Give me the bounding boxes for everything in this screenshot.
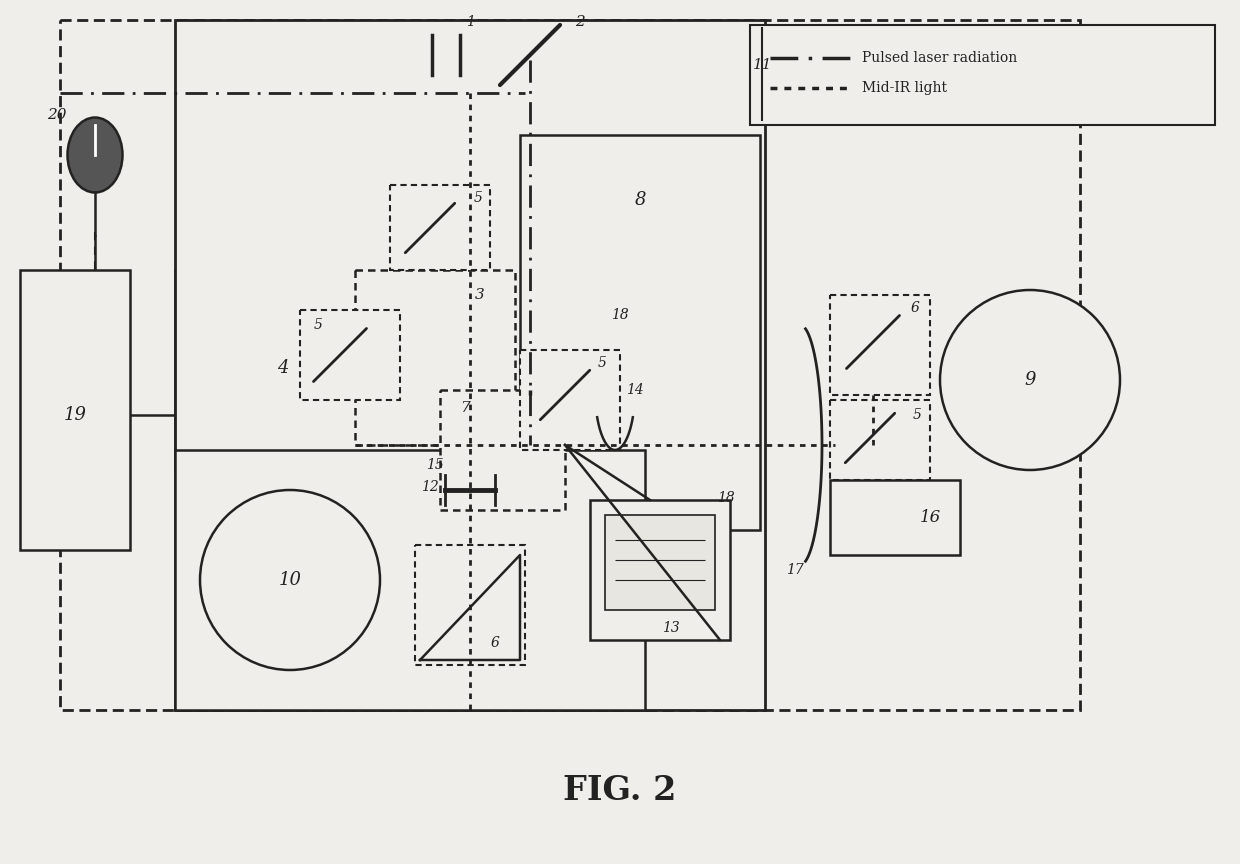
Text: 5: 5 — [474, 191, 482, 205]
Text: 5: 5 — [598, 356, 606, 370]
Text: 14: 14 — [626, 383, 644, 397]
Bar — [830, 400, 930, 480]
Bar — [60, 20, 1080, 710]
Bar — [830, 480, 960, 555]
Text: 4: 4 — [278, 359, 289, 377]
Text: Mid-IR light: Mid-IR light — [862, 81, 947, 95]
Text: 2: 2 — [575, 15, 585, 29]
Text: FIG. 2: FIG. 2 — [563, 773, 677, 806]
Text: 6: 6 — [491, 636, 500, 650]
Text: 18: 18 — [611, 308, 629, 322]
Bar — [605, 515, 715, 610]
Text: 5: 5 — [314, 318, 322, 332]
Text: 12: 12 — [422, 480, 439, 494]
Bar — [355, 270, 515, 445]
Text: Pulsed laser radiation: Pulsed laser radiation — [862, 51, 1017, 65]
Text: 9: 9 — [1024, 371, 1035, 389]
Bar — [300, 310, 401, 400]
Text: 11: 11 — [753, 58, 773, 72]
Text: 19: 19 — [63, 406, 87, 424]
Bar — [175, 450, 645, 710]
Text: 5: 5 — [913, 408, 921, 422]
Text: 10: 10 — [279, 571, 301, 589]
Text: 7: 7 — [460, 401, 470, 415]
Text: 8: 8 — [634, 191, 646, 209]
Text: 20: 20 — [47, 108, 67, 122]
Text: 17: 17 — [786, 563, 804, 577]
Bar — [750, 25, 1215, 125]
Bar — [830, 295, 930, 395]
Text: 16: 16 — [919, 510, 941, 526]
Circle shape — [940, 290, 1120, 470]
Bar — [590, 500, 730, 640]
Text: 3: 3 — [475, 288, 485, 302]
Bar — [415, 545, 525, 665]
Bar — [391, 185, 490, 270]
Circle shape — [200, 490, 379, 670]
Bar — [20, 270, 130, 550]
Text: 6: 6 — [910, 301, 919, 315]
Bar — [520, 135, 760, 530]
Bar — [175, 270, 391, 465]
Text: 15: 15 — [427, 458, 444, 472]
Ellipse shape — [67, 118, 123, 193]
Text: 1: 1 — [465, 15, 475, 29]
Text: 18: 18 — [717, 491, 735, 505]
Bar — [520, 350, 620, 450]
Bar — [440, 390, 565, 510]
Bar — [175, 20, 765, 710]
Text: 13: 13 — [662, 621, 680, 635]
